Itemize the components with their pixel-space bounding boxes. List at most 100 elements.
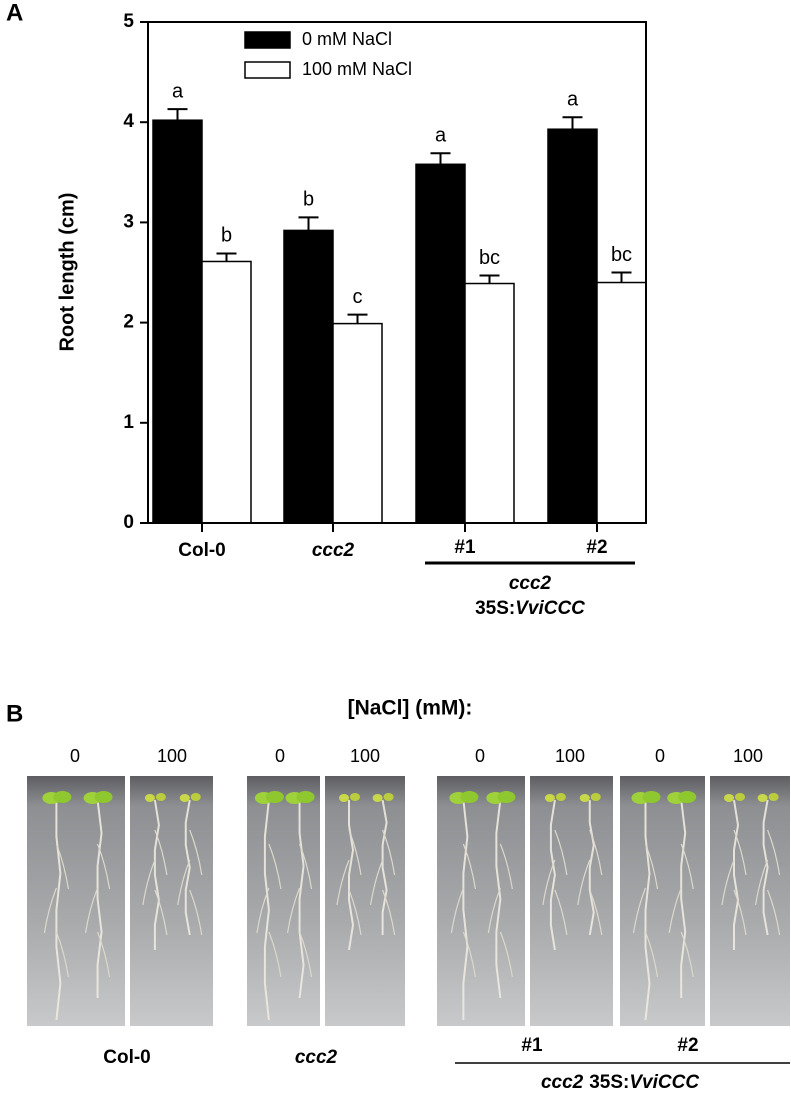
cotyledon [296, 791, 315, 803]
lateral-root [767, 829, 781, 876]
lateral-root [97, 843, 111, 890]
cotyledon [350, 793, 360, 801]
lateral-root [177, 859, 191, 906]
plot-frame [147, 21, 647, 524]
line-label: #2 [677, 1035, 698, 1056]
x-tick-label: Col-0 [178, 540, 226, 561]
seedling-photo [530, 776, 613, 1026]
lateral-root [680, 931, 694, 978]
error-bar [430, 152, 451, 165]
cotyledon [179, 794, 190, 802]
error-bar [611, 271, 632, 283]
cotyledon [735, 793, 745, 801]
bar [547, 128, 598, 524]
cotyledon [53, 791, 72, 803]
significance-label: c [353, 286, 363, 308]
group-label-part: VviCCC [629, 1072, 699, 1093]
cotyledon [372, 794, 383, 802]
cotyledon [460, 791, 479, 803]
group-label-part: 35S: [589, 1072, 629, 1093]
cotyledon [579, 794, 590, 802]
genotype-label: ccc2 [295, 1047, 338, 1068]
group-label: ccc2 35S:VviCCC [541, 1072, 699, 1093]
lateral-root [499, 843, 513, 890]
group-label-part: 35S: [475, 598, 515, 619]
cotyledon [544, 794, 555, 802]
photo-background [620, 776, 705, 1026]
lateral-root [577, 859, 591, 906]
root [762, 799, 769, 936]
lateral-root [632, 887, 647, 934]
root [153, 799, 160, 950]
lateral-root [370, 859, 384, 906]
photo-background [247, 776, 320, 1026]
lateral-root [382, 829, 396, 876]
lateral-root [84, 887, 99, 934]
bar [464, 282, 515, 524]
cotyledon [724, 794, 734, 802]
concentration-label: 0 [70, 746, 80, 766]
seedling-photo [27, 776, 125, 1026]
bar [415, 163, 466, 524]
significance-label: a [172, 80, 184, 102]
root [55, 800, 62, 1021]
root [588, 800, 595, 936]
group-label: ccc2 [509, 573, 552, 594]
lateral-root [767, 889, 781, 936]
lateral-root [733, 829, 747, 876]
lateral-root [43, 887, 57, 934]
root [644, 800, 651, 1021]
x-tick-label: #1 [454, 537, 476, 558]
lateral-root [348, 829, 362, 876]
error-bar [347, 313, 368, 324]
root [495, 799, 502, 999]
error-bar [479, 274, 500, 284]
concentration-label: 0 [475, 746, 485, 766]
lateral-root [554, 889, 568, 936]
cotyledon [497, 791, 516, 803]
root [348, 800, 355, 951]
y-axis-label: Root length (cm) [56, 193, 78, 352]
lateral-root [450, 887, 464, 934]
legend-label: 0 mM NaCl [302, 29, 392, 49]
legend-swatch [244, 61, 291, 79]
cotyledon [678, 791, 697, 803]
lateral-root [462, 843, 476, 890]
lateral-root [542, 859, 556, 906]
root [549, 799, 556, 951]
concentration-label: 100 [157, 746, 187, 766]
line-label: #1 [521, 1035, 543, 1056]
group-label-part: VviCCC [515, 598, 585, 619]
root [680, 799, 687, 998]
significance-label: b [221, 225, 232, 247]
lateral-root [668, 887, 682, 934]
significance-label: bc [611, 244, 632, 266]
lateral-root [382, 889, 396, 936]
root [733, 799, 740, 950]
root [263, 799, 270, 1021]
y-tick-label: 4 [123, 111, 134, 132]
cotyledon [155, 793, 166, 801]
cotyledon [383, 793, 394, 801]
seedling-photo [325, 776, 405, 1026]
lateral-root [189, 829, 203, 876]
y-tick-label: 0 [123, 512, 134, 533]
bar [152, 119, 203, 524]
error-bar [298, 216, 319, 231]
seedling-photo [710, 776, 790, 1026]
error-bar [216, 252, 237, 262]
root [298, 800, 305, 999]
lateral-root [256, 887, 270, 934]
cotyledon [265, 791, 284, 803]
bar [283, 229, 334, 524]
cotyledon [768, 793, 779, 801]
seedling-photo [247, 776, 320, 1026]
cotyledon [190, 793, 201, 801]
bar [332, 322, 383, 524]
lateral-root [644, 843, 659, 890]
seedling-photo [130, 776, 213, 1026]
concentration-label: 100 [350, 746, 380, 766]
panel-label: B [6, 700, 23, 727]
cotyledon [642, 791, 661, 803]
